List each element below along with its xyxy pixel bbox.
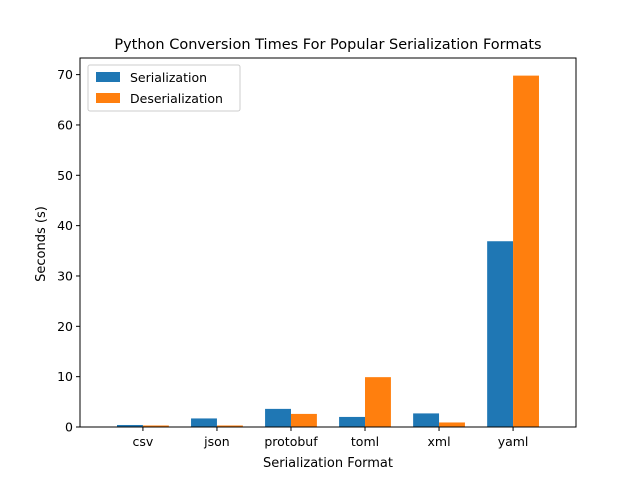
bar-deserialization-json xyxy=(216,425,243,427)
legend-swatch-deserialization xyxy=(96,93,120,103)
x-tick-label-json: json xyxy=(203,434,230,449)
y-tick-label: 30 xyxy=(57,268,73,283)
legend: Serialization Deserialization xyxy=(87,64,241,112)
y-tick-label: 60 xyxy=(57,117,73,132)
legend-label-serialization: Serialization xyxy=(130,70,207,85)
bar-deserialization-csv xyxy=(142,425,169,427)
bar-deserialization-yaml xyxy=(513,75,539,428)
bar-serialization-csv xyxy=(117,424,143,427)
y-tick-label: 40 xyxy=(57,218,73,233)
x-axis-label: Serialization Format xyxy=(263,456,393,471)
legend-box xyxy=(87,64,241,112)
bar-deserialization-xml xyxy=(439,422,465,427)
legend-label-deserialization: Deserialization xyxy=(130,91,223,106)
bar-deserialization-protobuf xyxy=(290,413,317,427)
axes: 0 10 20 30 40 50 60 70 csv json protobuf toml xml yam… xyxy=(57,57,577,449)
y-tick-label: 50 xyxy=(57,168,73,183)
bar-serialization-xml xyxy=(413,413,440,427)
x-tick-label-csv: csv xyxy=(133,434,154,449)
plot-area xyxy=(117,75,539,428)
bar-serialization-yaml xyxy=(487,241,514,427)
bar-serialization-toml xyxy=(339,416,366,427)
bar-deserialization-toml xyxy=(365,377,391,427)
bar-serialization-protobuf xyxy=(265,408,291,427)
x-tick-label-yaml: yaml xyxy=(498,434,529,449)
y-tick-label: 0 xyxy=(65,420,73,435)
x-tick-label-xml: xml xyxy=(428,434,451,449)
y-tick-label: 70 xyxy=(57,67,73,82)
y-tick-label: 10 xyxy=(57,369,73,384)
x-tick-label-toml: toml xyxy=(351,434,379,449)
axes-frame xyxy=(79,57,577,428)
y-tick-label: 20 xyxy=(57,319,73,334)
legend-swatch-serialization xyxy=(96,72,120,82)
bar-serialization-json xyxy=(191,418,217,427)
x-tick-label-protobuf: protobuf xyxy=(264,434,318,449)
chart-title: Python Conversion Times For Popular Seri… xyxy=(114,37,541,53)
y-axis-label: Seconds (s) xyxy=(34,206,49,282)
